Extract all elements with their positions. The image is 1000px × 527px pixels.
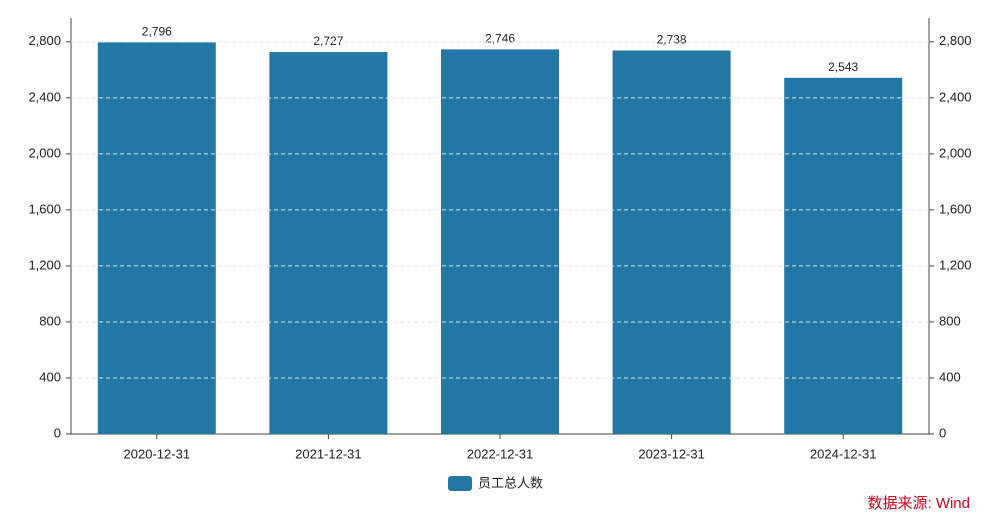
bar bbox=[97, 42, 216, 435]
y2-tick-label: 1,600 bbox=[939, 201, 972, 216]
y2-tick-label: 2,000 bbox=[939, 145, 972, 160]
y-tick-label: 2,800 bbox=[28, 33, 61, 48]
bar bbox=[441, 49, 559, 434]
x-tick-label: 2022-12-31 bbox=[467, 446, 534, 461]
y2-tick-label: 0 bbox=[939, 425, 946, 440]
y-tick-label: 1,200 bbox=[28, 257, 61, 272]
x-tick-label: 2021-12-31 bbox=[295, 446, 362, 461]
source: 数据来源: Wind bbox=[867, 495, 970, 512]
y-tick-label: 2,400 bbox=[28, 89, 61, 104]
value-label: 2,727 bbox=[313, 34, 343, 48]
value-label: 2,738 bbox=[657, 33, 687, 47]
y2-tick-label: 400 bbox=[939, 369, 961, 384]
x-tick-label: 2024-12-31 bbox=[810, 446, 877, 461]
y-tick-label: 2,000 bbox=[28, 145, 61, 160]
bar bbox=[269, 52, 388, 434]
y2-tick-label: 2,400 bbox=[939, 89, 972, 104]
x-tick-label: 2023-12-31 bbox=[638, 446, 705, 461]
legend-label: 员工总人数 bbox=[478, 475, 543, 490]
value-label: 2,746 bbox=[485, 32, 515, 46]
y2-tick-label: 2,800 bbox=[939, 33, 972, 48]
y-tick-label: 0 bbox=[54, 425, 61, 440]
bar bbox=[612, 50, 731, 434]
legend-swatch bbox=[448, 476, 472, 491]
x-tick-label: 2020-12-31 bbox=[124, 446, 191, 461]
y-tick-label: 400 bbox=[39, 369, 61, 384]
y2-tick-label: 800 bbox=[939, 313, 961, 328]
y2-tick-label: 1,200 bbox=[939, 257, 972, 272]
value-label: 2,543 bbox=[828, 60, 858, 74]
y-tick-label: 800 bbox=[39, 313, 61, 328]
bar bbox=[784, 77, 903, 435]
value-label: 2,796 bbox=[142, 25, 172, 39]
y-tick-label: 1,600 bbox=[28, 201, 61, 216]
